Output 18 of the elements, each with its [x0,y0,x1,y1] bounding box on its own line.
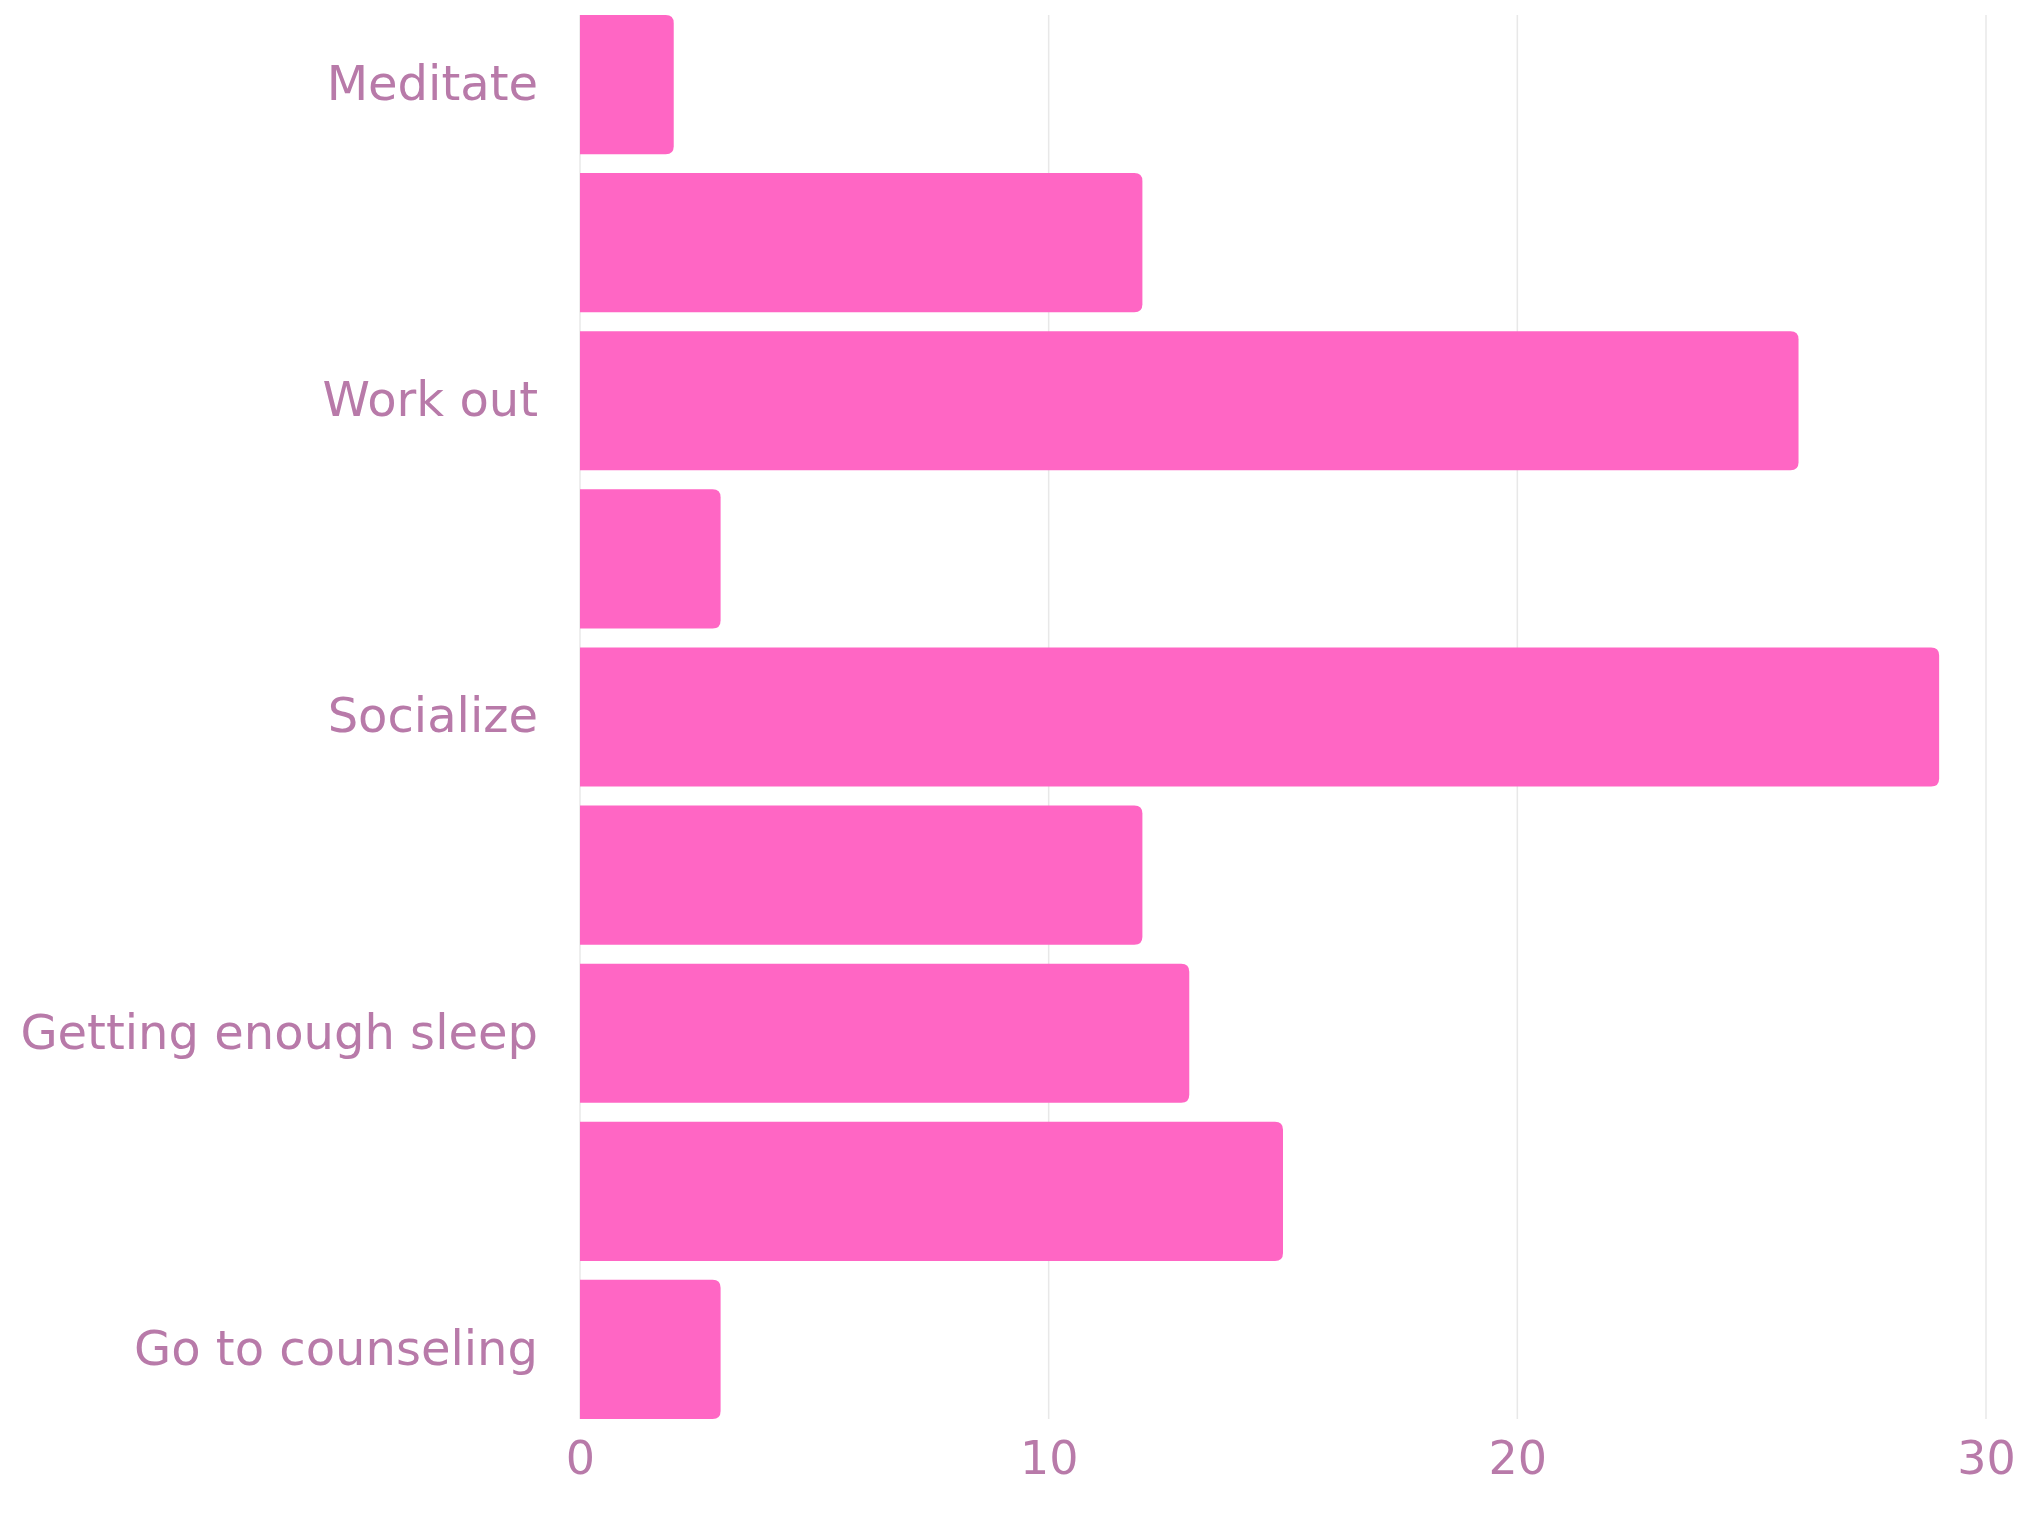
bar [580,805,1143,945]
x-tick-label: 0 [565,1430,596,1485]
y-tick-label: Getting enough sleep [20,1003,538,1060]
bar [580,489,721,629]
y-tick-label: Go to counseling [134,1319,538,1376]
y-tick-label: Meditate [326,54,538,111]
x-tick-label: 30 [1957,1430,2016,1485]
bar [580,1121,1283,1261]
bar [580,963,1190,1103]
x-tick-label: 20 [1488,1430,1548,1485]
y-tick-label: Work out [322,371,538,428]
bar [580,173,1143,313]
x-tick-label: 10 [1019,1430,1079,1485]
bar [580,647,1940,787]
bar [580,15,674,155]
bar [580,331,1799,471]
bar [580,1279,721,1419]
y-tick-label: Socialize [327,687,538,744]
